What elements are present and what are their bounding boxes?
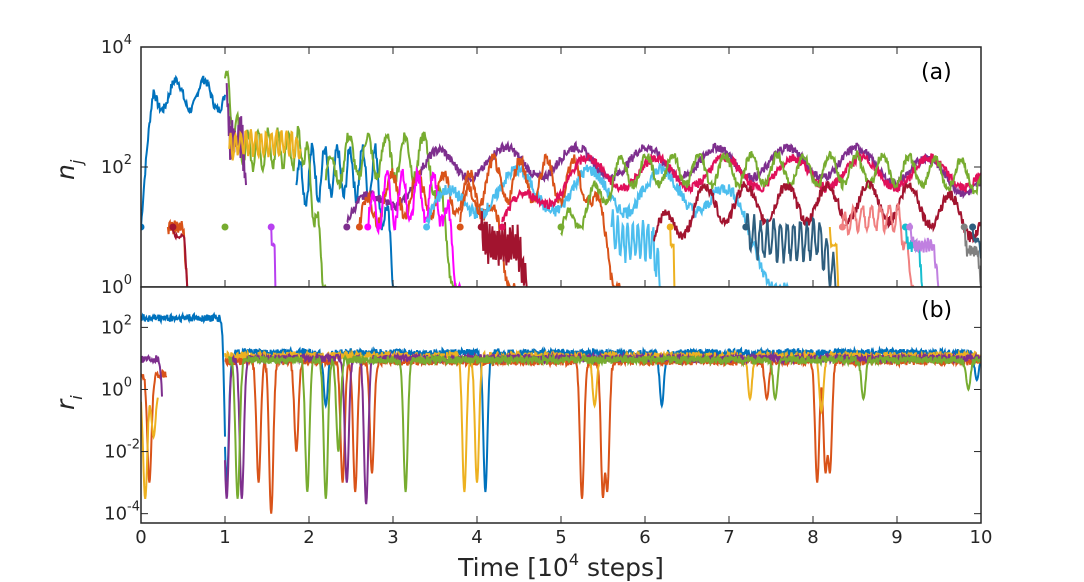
ratio-line-r3-0	[141, 397, 159, 499]
start-marker-0	[141, 223, 145, 231]
ytick-label-base: 10	[104, 504, 127, 525]
ytick-label-b-1: 10-2	[104, 438, 140, 463]
panel-b-series	[141, 311, 981, 514]
start-marker-9	[477, 223, 485, 231]
ytick-label-a-1: 102	[101, 153, 132, 178]
start-marker-2	[221, 223, 229, 231]
start-marker-3	[267, 223, 275, 231]
panel-a-label: (a)	[921, 60, 952, 85]
ytick-label-exp: 2	[124, 313, 132, 328]
ytick-label-a-0: 100	[101, 273, 132, 298]
panel-b-ylabel-base: r	[51, 398, 80, 410]
series-line-s4	[171, 229, 189, 287]
series-line-s1	[141, 74, 226, 228]
ytick-label-exp: 4	[124, 33, 132, 48]
ytick-label-a-2: 104	[101, 33, 132, 58]
start-marker-14	[838, 223, 846, 231]
x-axis-title: Time [104 steps]	[457, 550, 664, 582]
x-axis-title-pre: Time [10	[457, 553, 569, 582]
ytick-label-base: 10	[101, 37, 124, 58]
xtick-label-8: 8	[807, 527, 818, 548]
ytick-label-exp: 2	[124, 153, 132, 168]
panel-a-ylabel-base: n	[51, 164, 80, 180]
xtick-label-10: 10	[970, 527, 993, 548]
ytick-label-base: 10	[101, 379, 124, 400]
panel-b-ylabel-sub: i	[67, 395, 86, 400]
start-marker-4	[343, 223, 351, 231]
xtick-label-6: 6	[639, 527, 650, 548]
ratio-line-r1-0	[141, 311, 226, 437]
series-line-s8	[270, 226, 277, 287]
xtick-label-9: 9	[891, 527, 902, 548]
panel-a-markers	[141, 223, 977, 231]
x-axis-title-exp: 4	[569, 550, 579, 569]
start-marker-11	[557, 223, 565, 231]
ytick-label-exp: 0	[124, 273, 132, 288]
x-axis-title-post: steps]	[579, 553, 664, 582]
ytick-label-b-3: 102	[101, 313, 132, 338]
series-line-s9	[324, 131, 457, 287]
series-line-s2	[295, 142, 398, 287]
series-line-s12	[366, 165, 462, 287]
series-line-s13	[425, 162, 789, 287]
series-line-s25	[908, 222, 940, 287]
ratio-line-r4-0	[141, 353, 163, 397]
series-line-s19	[669, 226, 676, 287]
x-axis: 0 1 2 3 4 5 6 7 8 9 10	[135, 47, 992, 548]
ytick-label-base: 10	[101, 157, 124, 178]
ytick-label-exp: 0	[124, 375, 132, 390]
series-line-s21	[744, 212, 839, 287]
ratio-line-r1-1	[224, 345, 981, 493]
start-marker-7	[423, 223, 431, 231]
ytick-label-b-2: 100	[101, 375, 132, 400]
start-marker-17	[960, 223, 968, 231]
panel-a-series	[141, 69, 981, 287]
start-marker-1	[169, 223, 177, 231]
ytick-label-exp: -2	[127, 438, 140, 453]
xtick-label-2: 2	[303, 527, 314, 548]
xtick-label-1: 1	[219, 527, 230, 548]
panel-a-ylabel: nj	[51, 159, 86, 180]
xtick-label-4: 4	[471, 527, 482, 548]
series-line-s15	[480, 211, 528, 287]
xtick-label-3: 3	[387, 527, 398, 548]
panel-b-background	[141, 287, 981, 523]
series-line-s23	[841, 202, 915, 287]
start-marker-10	[498, 223, 506, 231]
xtick-label-0: 0	[135, 527, 146, 548]
ytick-label-base: 10	[101, 317, 124, 338]
start-marker-16	[906, 223, 914, 231]
series-line-s20	[653, 179, 981, 244]
xtick-label-7: 7	[723, 527, 734, 548]
panel-b-label: (b)	[921, 298, 952, 323]
series-line-s18	[610, 209, 662, 287]
ratio-line-r5-0	[228, 352, 981, 499]
ytick-label-b-0: 10-4	[104, 500, 140, 525]
xtick-label-5: 5	[555, 527, 566, 548]
start-marker-5	[355, 223, 363, 231]
series-line-s10	[346, 140, 981, 224]
panel-a-ylabel-sub: j	[67, 159, 86, 166]
start-marker-12	[666, 223, 674, 231]
series-line-s27	[971, 226, 981, 259]
ytick-label-exp: -4	[127, 500, 140, 515]
start-marker-8	[456, 223, 464, 231]
series-line-s7	[228, 129, 302, 161]
series-line-s17	[560, 150, 981, 237]
series-line-s22	[828, 226, 840, 287]
panel-a-background	[141, 47, 981, 287]
start-marker-18	[969, 223, 977, 231]
start-marker-13	[742, 223, 750, 231]
panel-b-ylabel: ri	[51, 395, 86, 410]
series-line-s14	[459, 152, 621, 287]
ytick-label-base: 10	[101, 277, 124, 298]
series-line-s26	[963, 226, 981, 287]
start-marker-6	[364, 223, 372, 231]
ytick-label-base: 10	[104, 442, 127, 463]
